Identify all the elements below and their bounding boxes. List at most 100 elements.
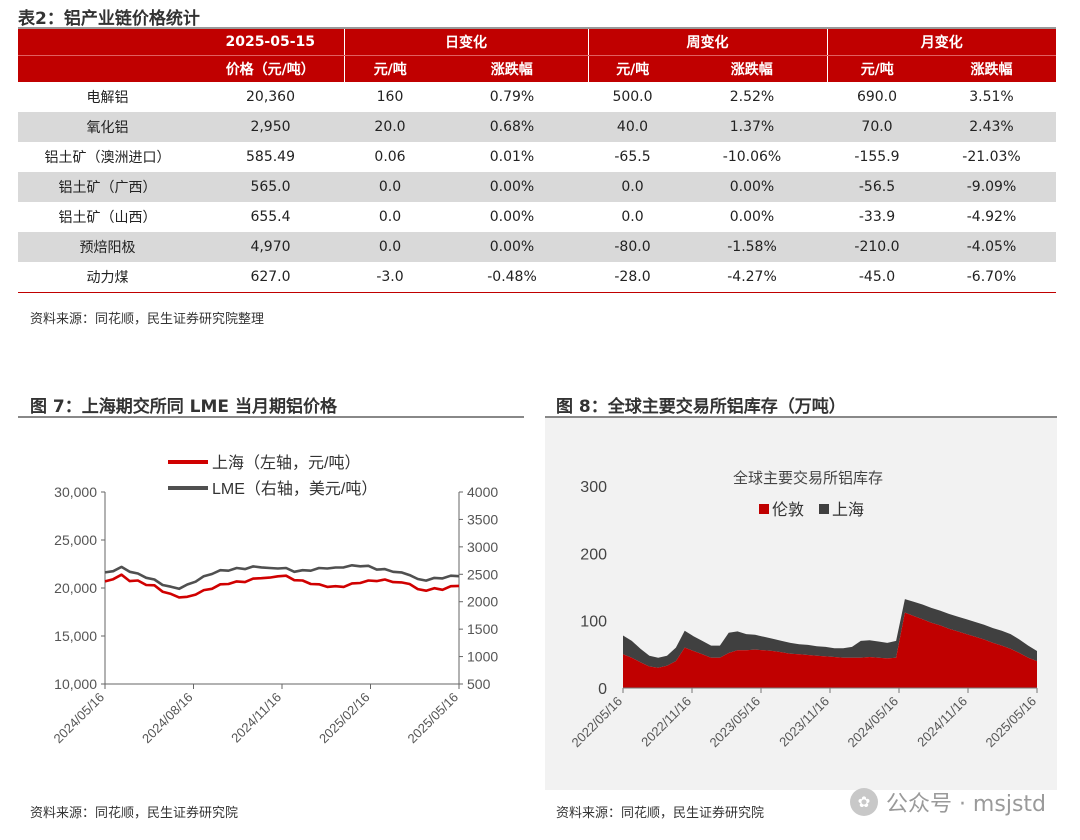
cell-monthly-pct: 2.43% bbox=[927, 112, 1056, 142]
cell-daily-abs: 0.0 bbox=[344, 232, 436, 262]
figure8-title: 图 8：全球主要交易所铝库存（万吨） bbox=[556, 397, 846, 417]
cell-name: 动力煤 bbox=[18, 262, 197, 293]
left-axis-tick-label: 25,000 bbox=[54, 532, 97, 548]
line-series-shanghai bbox=[104, 573, 460, 599]
table-row: 动力煤 627.0 -3.0 -0.48% -28.0 -4.27% -45.0… bbox=[18, 262, 1056, 293]
figure7-title: 图 7：上海期交所同 LME 当月期铝价格 bbox=[30, 397, 337, 417]
y-axis-tick-label: 100 bbox=[580, 614, 607, 631]
cell-weekly-abs: 40.0 bbox=[588, 112, 677, 142]
table-top-rule bbox=[18, 27, 1056, 29]
right-axis-tick-label: 2500 bbox=[467, 566, 498, 582]
header-blank-2 bbox=[18, 55, 197, 82]
header-monthly: 月变化 bbox=[826, 29, 1056, 56]
right-axis-tick-label: 1500 bbox=[467, 621, 498, 637]
area-series-shanghai bbox=[623, 599, 1037, 668]
legend-label: 上海 bbox=[832, 501, 864, 519]
cell-daily-pct: 0.00% bbox=[436, 172, 588, 202]
cell-weekly-abs: -80.0 bbox=[588, 232, 677, 262]
legend-swatch bbox=[759, 504, 769, 514]
y-axis-tick-label: 200 bbox=[580, 546, 607, 563]
table-title: 表2：铝产业链价格统计 bbox=[18, 9, 200, 29]
table-header-row-2: 价格（元/吨） 元/吨 涨跌幅 元/吨 涨跌幅 元/吨 涨跌幅 bbox=[18, 55, 1056, 82]
left-axis-tick-label: 15,000 bbox=[54, 628, 97, 644]
chart-background bbox=[545, 418, 1057, 790]
area-series-london bbox=[623, 612, 1037, 688]
table-row: 铝土矿（山西） 655.4 0.0 0.00% 0.0 0.00% -33.9 … bbox=[18, 202, 1056, 232]
cell-daily-pct: 0.79% bbox=[489, 89, 535, 105]
cell-monthly-abs: 690.0 bbox=[856, 89, 898, 105]
cell-price: 565.0 bbox=[197, 172, 344, 202]
y-axis-tick-label: 0 bbox=[598, 681, 607, 698]
header-daily-abs: 元/吨 bbox=[343, 55, 436, 82]
header-daily: 日变化 bbox=[343, 29, 588, 56]
cell-price: 2,950 bbox=[197, 112, 344, 142]
cell-weekly-abs: 500.0 bbox=[612, 89, 653, 105]
chart-inner-title: 全球主要交易所铝库存 bbox=[733, 469, 883, 487]
cell-monthly-abs: -56.5 bbox=[827, 172, 927, 202]
cell-weekly-pct: 1.37% bbox=[677, 112, 827, 142]
header-monthly-abs: 元/吨 bbox=[826, 55, 927, 82]
header-date: 2025-05-15 bbox=[197, 29, 344, 56]
right-axis-tick-label: 3000 bbox=[467, 539, 498, 555]
cell-daily-pct: 0.68% bbox=[436, 112, 588, 142]
cell-monthly-pct: -4.05% bbox=[927, 232, 1056, 262]
table-row: 预焙阳极 4,970 0.0 0.00% -80.0 -1.58% -210.0… bbox=[18, 232, 1056, 262]
wechat-icon: ✿ bbox=[849, 788, 878, 816]
table-row: 铝土矿（广西） 565.0 0.0 0.00% 0.0 0.00% -56.5 … bbox=[18, 172, 1056, 202]
cell-price: 585.49 bbox=[246, 149, 295, 165]
table-row: 铝土矿（澳洲进口） 585.49 0.06 0.01% -65.5 -10.06… bbox=[18, 142, 1056, 172]
cell-monthly-pct: -9.09% bbox=[927, 172, 1056, 202]
chart-background bbox=[18, 418, 524, 790]
left-axis-tick-label: 30,000 bbox=[54, 484, 97, 500]
cell-weekly-abs: -65.5 bbox=[614, 149, 651, 165]
cell-weekly-abs: -28.0 bbox=[588, 262, 677, 293]
header-price: 价格（元/吨） bbox=[197, 55, 344, 82]
cell-name: 预焙阳极 bbox=[18, 232, 197, 262]
left-axis-tick-label: 10,000 bbox=[54, 676, 97, 692]
cell-monthly-abs: -210.0 bbox=[827, 232, 927, 262]
cell-name: 电解铝 bbox=[86, 90, 129, 106]
cell-weekly-pct: -1.58% bbox=[677, 232, 827, 262]
cell-daily-abs: 0.06 bbox=[374, 149, 406, 165]
header-blank bbox=[18, 29, 197, 56]
y-axis-tick-label: 300 bbox=[580, 479, 607, 496]
cell-name: 铝土矿（广西） bbox=[18, 172, 197, 202]
cell-weekly-pct: -10.06% bbox=[722, 149, 782, 165]
cell-daily-abs: 20.0 bbox=[344, 112, 436, 142]
cell-weekly-pct: 0.00% bbox=[729, 209, 775, 225]
cell-name: 铝土矿（山西） bbox=[58, 210, 157, 226]
cell-weekly-pct: -4.27% bbox=[677, 262, 827, 293]
right-axis-tick-label: 500 bbox=[467, 676, 491, 692]
table-row: 电解铝 20,360 160 0.79% 500.0 2.52% 690.0 3… bbox=[18, 82, 1056, 112]
right-axis-tick-label: 3500 bbox=[467, 511, 498, 527]
cell-monthly-pct: -21.03% bbox=[962, 149, 1021, 165]
header-monthly-pct: 涨跌幅 bbox=[927, 55, 1056, 82]
cell-name: 氧化铝 bbox=[18, 112, 197, 142]
cell-weekly-abs: 0.0 bbox=[621, 209, 644, 225]
figure8-source: 资料来源：同花顺，民生证券研究院 bbox=[556, 806, 765, 821]
cell-monthly-abs: -33.9 bbox=[858, 209, 896, 225]
right-axis-tick-label: 2000 bbox=[467, 594, 498, 610]
header-weekly: 周变化 bbox=[587, 29, 827, 56]
watermark-text: 公众号 · msjstd bbox=[885, 792, 1046, 817]
cell-monthly-abs: 70.0 bbox=[827, 112, 927, 142]
cell-monthly-abs: -45.0 bbox=[827, 262, 927, 293]
cell-monthly-abs: -155.9 bbox=[854, 149, 900, 165]
cell-monthly-pct: -4.92% bbox=[966, 209, 1017, 225]
cell-price: 627.0 bbox=[197, 262, 344, 293]
cell-daily-pct: 0.00% bbox=[436, 232, 588, 262]
figure7-chart: 10,000 15,000 20,000 25,000 30,000 500 1000 150… bbox=[18, 418, 524, 790]
watermark: ✿ 公众号 · msjstd bbox=[849, 786, 1046, 818]
legend-label: LME（右轴，美元/吨） bbox=[212, 480, 377, 498]
header-weekly-pct: 涨跌幅 bbox=[677, 55, 827, 82]
table-row: 氧化铝 2,950 20.0 0.68% 40.0 1.37% 70.0 2.4… bbox=[18, 112, 1056, 142]
cell-monthly-pct: -6.70% bbox=[927, 262, 1056, 293]
left-axis-tick-label: 20,000 bbox=[54, 580, 97, 596]
figure7-rule bbox=[18, 416, 524, 418]
cell-daily-abs: -3.0 bbox=[344, 262, 436, 293]
cell-daily-abs: 0.0 bbox=[344, 172, 436, 202]
price-table: 2025-05-15 日变化 周变化 月变化 价格（元/吨） 元/吨 涨跌幅 元… bbox=[18, 29, 1056, 293]
header-weekly-abs: 元/吨 bbox=[587, 55, 677, 82]
cell-price: 4,970 bbox=[197, 232, 344, 262]
